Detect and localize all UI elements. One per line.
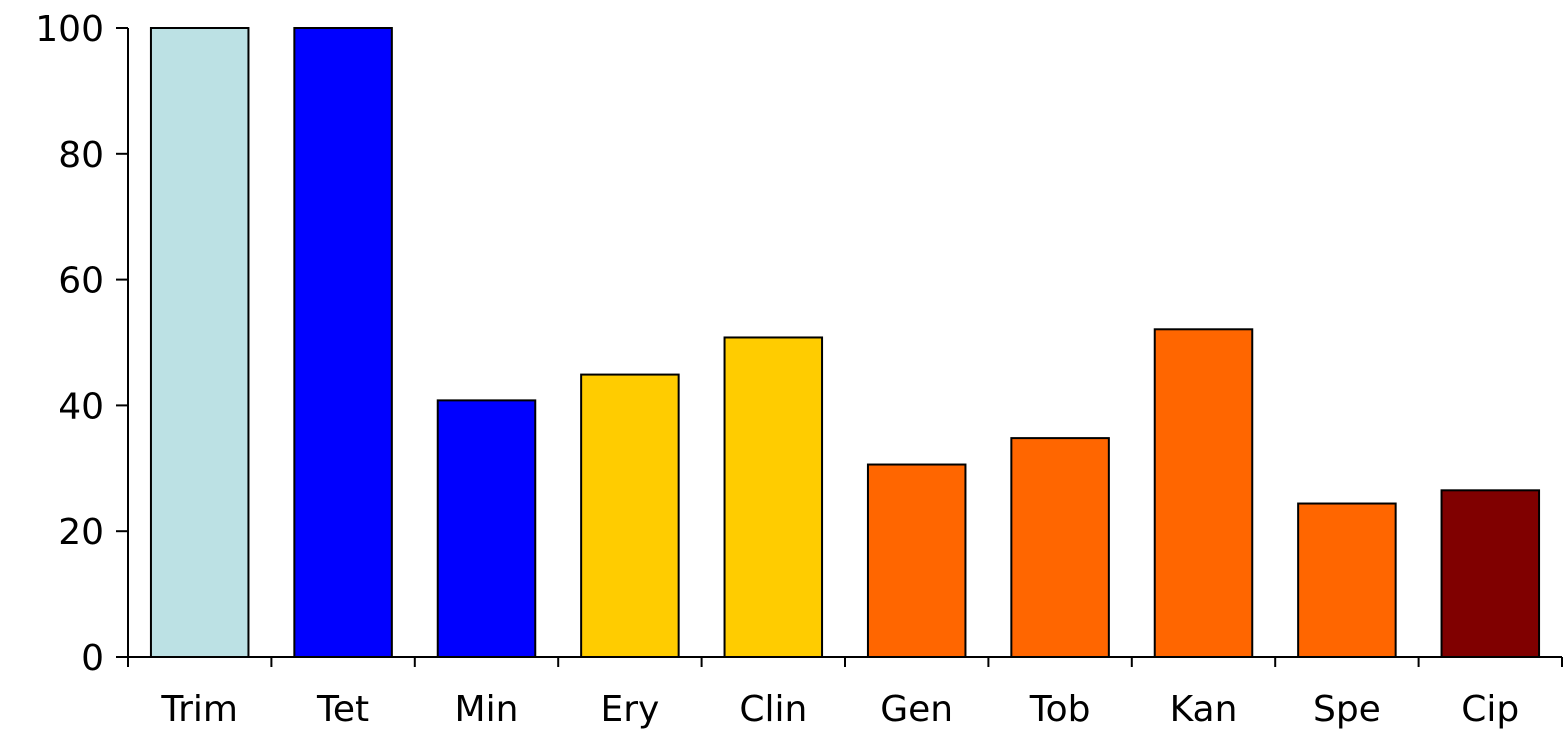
x-tick-label-clin: Clin <box>739 689 807 730</box>
y-axis: 0 20 40 60 80 100 <box>35 9 129 679</box>
y-tick-label: 20 <box>58 512 104 553</box>
y-tick-label: 100 <box>35 9 104 50</box>
bar-trim <box>149 27 250 658</box>
bars <box>149 27 1541 658</box>
x-tick-label-spe: Spe <box>1313 689 1381 730</box>
x-axis: Trim Tet Min Ery Clin Gen Tob Kan Spe Cip <box>127 656 1563 730</box>
y-tick-label: 60 <box>58 261 104 302</box>
x-tick-label-tet: Tet <box>316 689 369 730</box>
x-tick-label-cip: Cip <box>1461 689 1519 730</box>
x-tick-label-kan: Kan <box>1170 689 1238 730</box>
bar-gen <box>866 463 967 658</box>
bar-clin <box>723 336 824 658</box>
y-tick-label: 40 <box>58 386 104 427</box>
x-tick-label-ery: Ery <box>600 689 659 730</box>
y-tick-label: 80 <box>58 135 104 176</box>
bar-ery <box>580 373 680 658</box>
x-tick-label-trim: Trim <box>160 689 238 730</box>
bar-kan <box>1153 328 1254 658</box>
bar-spe <box>1297 502 1397 658</box>
bar-tob <box>1010 437 1110 658</box>
bar-tet <box>293 27 393 658</box>
x-tick-label-tob: Tob <box>1029 689 1091 730</box>
bar-cip <box>1440 489 1541 658</box>
x-tick-label-gen: Gen <box>880 689 953 730</box>
y-tick-label: 0 <box>81 638 104 679</box>
bar-min <box>436 399 537 658</box>
x-tick-label-min: Min <box>455 689 519 730</box>
